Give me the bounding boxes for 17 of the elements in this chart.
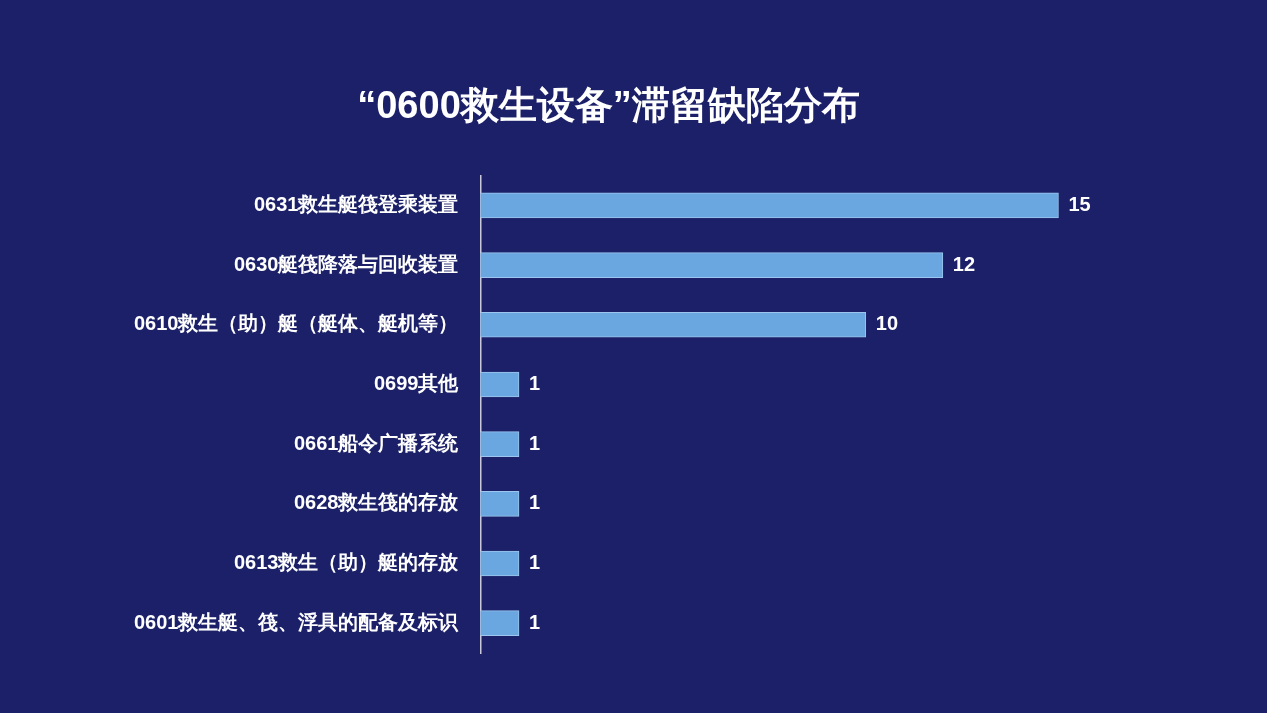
y-tick-label: 0631救生艇筏登乘装置 bbox=[253, 192, 459, 215]
y-tick-label: 0699其他 bbox=[373, 371, 460, 394]
y-tick-label: 0630艇筏降落与回收装置 bbox=[233, 252, 459, 275]
data-label: 1 bbox=[529, 371, 541, 394]
data-label: 1 bbox=[529, 491, 541, 514]
y-tick-label: 0661船令广播系统 bbox=[293, 431, 460, 454]
data-label: 15 bbox=[1068, 192, 1091, 215]
y-tick-label: 0613救生（助）艇的存放 bbox=[233, 551, 460, 573]
data-label: 10 bbox=[875, 312, 899, 335]
y-tick-label: 0610救生（助）艇（艇体、艇机等） bbox=[133, 312, 459, 335]
y-tick-label: 0601救生艇、筏、浮具的配备及标识 bbox=[133, 610, 460, 633]
data-label: 12 bbox=[952, 252, 976, 275]
chart-title: “0600救生设备”滞留缺陷分布 bbox=[357, 84, 860, 127]
y-tick-label: 0628救生筏的存放 bbox=[293, 491, 460, 514]
data-label: 1 bbox=[529, 431, 541, 454]
data-label: 1 bbox=[529, 551, 541, 573]
data-label: 1 bbox=[529, 610, 541, 633]
